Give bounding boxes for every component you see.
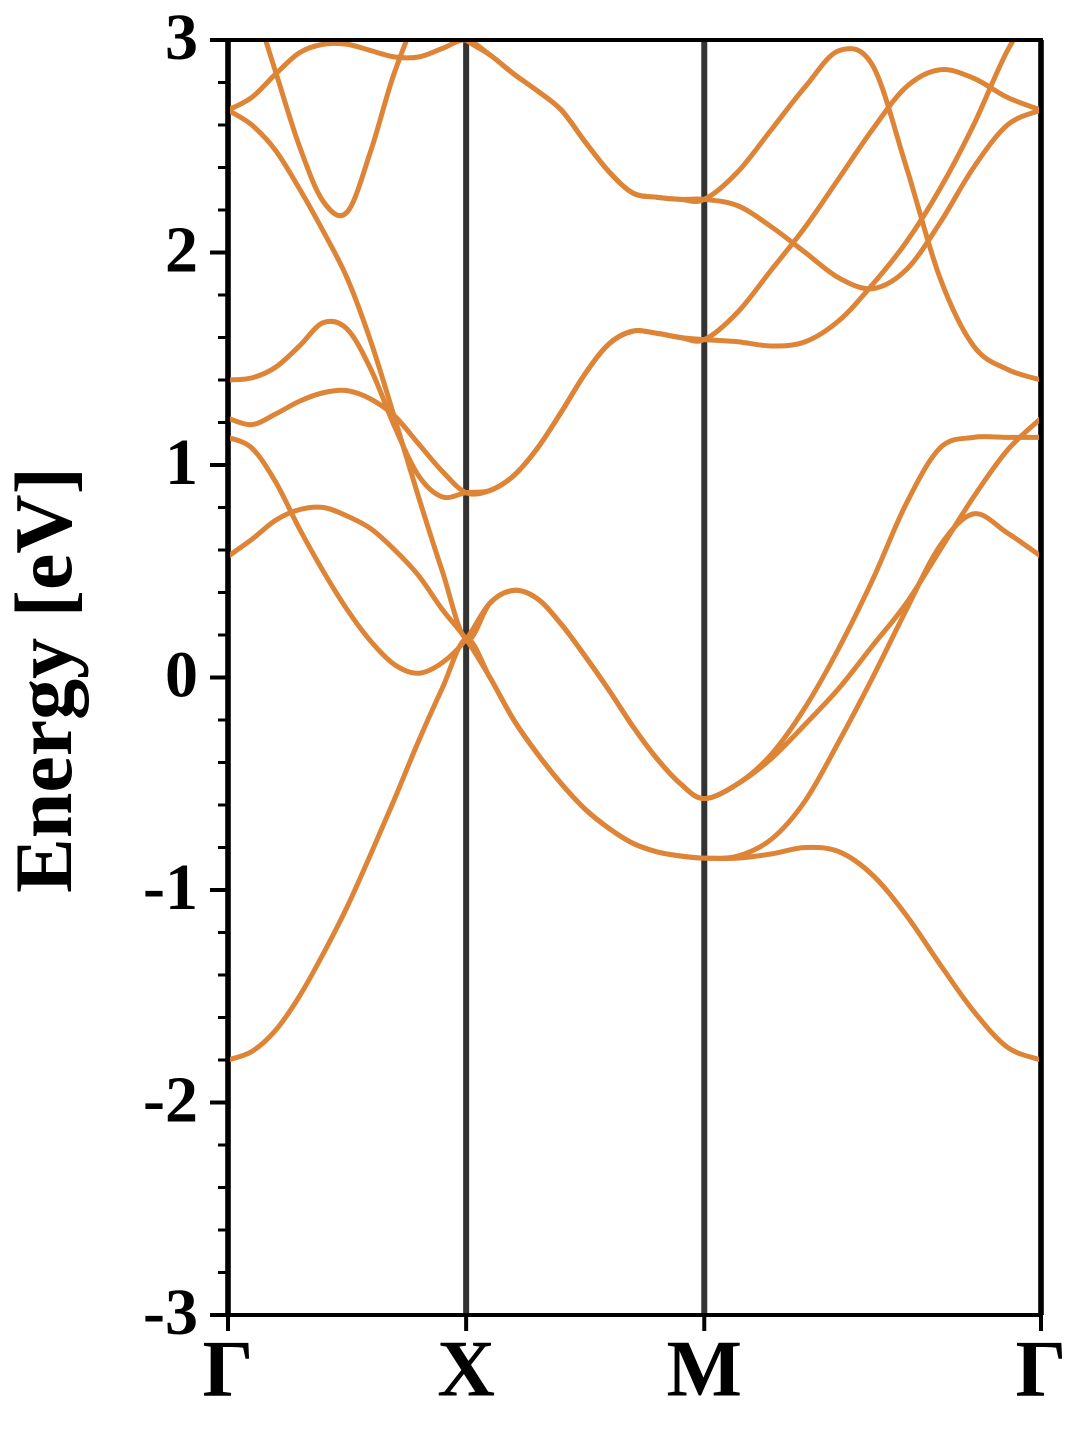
y-tick-label: 0 (165, 639, 198, 712)
band-line (228, 40, 1041, 383)
band-line (228, 40, 1017, 497)
plot-frame (226, 38, 1043, 1317)
y-tick-label: -3 (143, 1276, 198, 1349)
y-tick-label: 2 (165, 214, 198, 287)
plot-area (228, 40, 1041, 1063)
y-tick-label: 1 (165, 426, 198, 499)
y-tick-label: -1 (143, 851, 198, 924)
band-line (228, 434, 1041, 802)
y-tick-label: 3 (165, 1, 198, 74)
band-line (228, 504, 1041, 861)
x-tick-label: X (437, 1325, 495, 1413)
x-tick-label: Γ (1016, 1325, 1067, 1413)
band-line (228, 636, 1041, 1063)
x-tick-label: M (667, 1325, 743, 1413)
x-tick-label: Γ (203, 1325, 254, 1413)
band-line (228, 67, 1041, 501)
y-axis-label: Energy [eV] (0, 467, 89, 893)
y-tick-label: -2 (143, 1064, 198, 1137)
band-line (228, 107, 1041, 802)
